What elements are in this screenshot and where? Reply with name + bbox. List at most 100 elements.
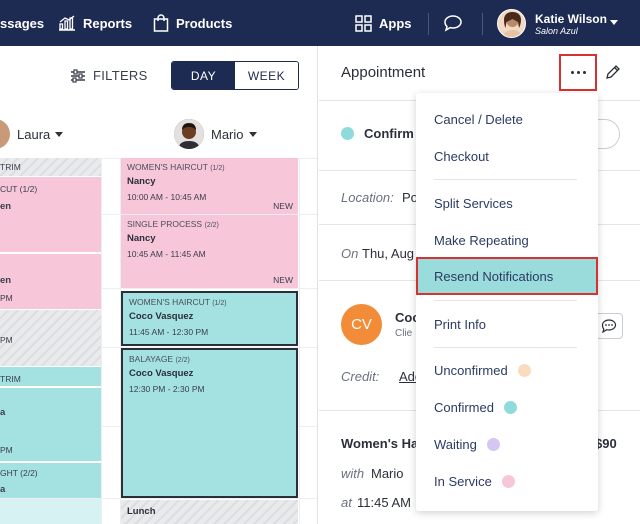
view-week-button[interactable]: WEEK [235,62,298,89]
nav-reports[interactable]: Reports [58,0,132,46]
reports-icon [59,15,75,31]
calendar-event[interactable] [0,367,101,386]
calendar-event[interactable] [0,253,101,309]
calendar-event[interactable] [0,462,101,498]
menu-item-in-service[interactable]: In Service [434,474,515,489]
appointment-actions-menu: Cancel / Delete Checkout Split Services … [416,93,598,511]
menu-item-cancel-delete[interactable]: Cancel / Delete [434,112,523,127]
menu-item-label: Unconfirmed [434,363,508,378]
menu-item-unconfirmed[interactable]: Unconfirmed [434,363,531,378]
new-badge: NEW [273,201,293,211]
event-label: a [0,407,6,418]
nav-products-label: Products [176,15,233,31]
with-label: with [341,466,365,481]
messages-button[interactable] [443,0,470,46]
menu-item-waiting[interactable]: Waiting [434,437,500,452]
event-label: PM [0,293,13,303]
nav-divider [482,13,483,35]
pencil-icon [606,65,620,79]
panel-title: Appointment [341,64,426,81]
grid-line [0,498,317,499]
client-name: Nancy [127,233,156,244]
location-label: Location: [341,190,394,205]
user-name[interactable]: Katie Wilson [535,12,607,26]
nav-products[interactable]: Products [153,0,232,46]
chevron-down-icon [248,131,257,137]
credit-label: Credit: [341,369,380,384]
event-label: PM [0,335,13,345]
service-name: WOMEN'S HAIRCUT [127,162,208,172]
chevron-down-icon[interactable] [610,20,618,25]
service-name: BALAYAGE [129,354,174,364]
status-pill-edge[interactable] [586,119,620,149]
client-name[interactable]: Coc [395,310,420,325]
chat-bubble-icon [601,319,617,333]
view-day-button[interactable]: DAY [172,62,235,89]
service-step: (2/2) [175,357,190,364]
client-name: Coco Vasquez [129,368,194,379]
location-value: Po [402,190,418,205]
nav-messages-label: ssages [0,15,45,31]
more-horizontal-icon [570,71,586,74]
staff-header-mario[interactable]: Mario [174,119,257,149]
status-color-dot [503,401,517,414]
top-nav: ssages Reports Products Apps Katie Wilso… [0,0,640,46]
filters-button[interactable]: FILTERS [70,68,148,83]
view-toggle: DAY WEEK [171,61,299,90]
event-label: en [0,275,12,286]
avatar [0,119,10,149]
nav-apps-label: Apps [379,15,412,31]
staff-header-laura[interactable]: Laura [0,119,64,149]
lunch-block[interactable]: Lunch [121,500,298,524]
menu-divider [434,300,577,301]
calendar-event[interactable] [0,387,101,461]
message-client-button[interactable] [595,313,623,339]
menu-item-print-info[interactable]: Print Info [434,317,487,332]
appointment-card-selected[interactable]: WOMEN'S HAIRCUT (1/2) Coco Vasquez 11:45… [121,291,298,346]
edit-button[interactable] [605,64,621,85]
nav-reports-label: Reports [83,15,133,31]
event-label: CUT (1/2) [0,184,38,194]
service-price: $90 [595,436,617,451]
menu-item-make-repeating[interactable]: Make Repeating [434,233,529,248]
event-label: a [0,484,6,495]
calendar-event[interactable] [0,158,101,176]
user-avatar[interactable] [497,9,526,38]
menu-item-confirmed[interactable]: Confirmed [434,400,517,415]
appointment-card[interactable]: BALAYAGE (2/2) Coco Vasquez 12:30 PM - 2… [121,348,298,498]
event-label: TRIM [0,374,21,384]
grid-line [120,158,121,524]
event-label: GHT (2/2) [0,468,38,478]
more-options-button[interactable] [559,54,597,91]
avatar [174,119,204,149]
new-badge: NEW [273,275,293,285]
grid-line [0,214,317,215]
at-value: 11:45 AM [357,495,411,510]
appointment-time: 11:45 AM - 12:30 PM [129,327,209,337]
event-label: en [0,201,12,212]
status-color-dot [501,475,515,488]
appointment-card[interactable]: SINGLE PROCESS (2/2) Nancy 10:45 AM - 11… [121,215,298,288]
appointment-card[interactable]: WOMEN'S HAIRCUT (1/2) Nancy 10:00 AM - 1… [121,158,298,214]
service-step: (1/2) [210,165,225,172]
date-value[interactable]: Thu, Aug [362,246,415,261]
status-label[interactable]: Confirm [364,126,414,141]
calendar-event[interactable] [0,177,101,252]
menu-item-split-services[interactable]: Split Services [434,196,513,211]
service-step: (2/2) [204,222,219,229]
nav-messages[interactable]: ssages [0,0,44,46]
nav-apps[interactable]: Apps [355,0,412,46]
calendar-event[interactable] [0,499,101,524]
staff-name: Laura [17,126,51,142]
menu-item-label: Confirmed [434,400,494,415]
grid-line [0,347,317,348]
menu-item-checkout[interactable]: Checkout [434,149,489,164]
menu-item-resend-notifications[interactable]: Resend Notifications [434,269,554,284]
staff-name: Mario [211,126,244,142]
grid-line [101,158,102,524]
event-label: PM [0,445,13,455]
at-label: at [341,495,352,510]
service-name: Women's Ha [341,436,419,451]
nav-divider [428,13,429,35]
calendar-event[interactable] [0,310,101,366]
